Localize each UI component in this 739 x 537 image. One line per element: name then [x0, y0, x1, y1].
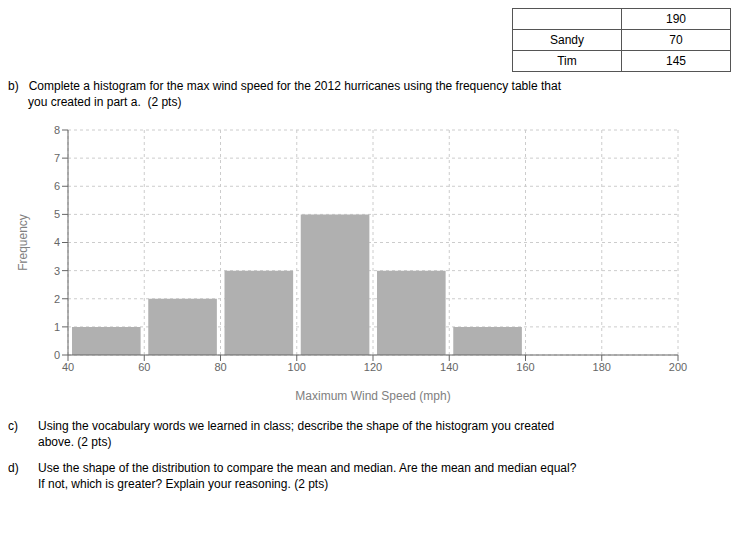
svg-text:2: 2 — [54, 293, 60, 305]
svg-text:Frequency: Frequency — [16, 214, 30, 271]
svg-text:180: 180 — [593, 361, 611, 373]
html-text:Sandy: Sandy — [550, 33, 584, 47]
html-text:you created in part a. (2 pts): you created in part a. (2 pts) — [8, 95, 182, 109]
html-text:Use the shape of the distribut: Use the shape of the distribution to com… — [38, 461, 577, 475]
svg-text:80: 80 — [214, 361, 226, 373]
svg-text:3: 3 — [54, 265, 60, 277]
svg-text:4: 4 — [54, 236, 60, 248]
svg-text:200: 200 — [669, 361, 687, 373]
html-text:Tim: Tim — [557, 54, 577, 68]
svg-text:5: 5 — [54, 208, 60, 220]
svg-text:40: 40 — [62, 361, 74, 373]
svg-text:60: 60 — [138, 361, 150, 373]
svg-text:1: 1 — [54, 321, 60, 333]
html-text:Using the vocabulary words we: Using the vocabulary words we learned in… — [38, 419, 555, 433]
svg-text:6: 6 — [54, 180, 60, 192]
html-text:145: 145 — [666, 54, 686, 68]
html-text:If not, which is greater? Expl: If not, which is greater? Explain your r… — [38, 477, 329, 491]
svg-text:160: 160 — [516, 361, 534, 373]
html-text:70: 70 — [669, 33, 683, 47]
svg-text:8: 8 — [54, 124, 60, 136]
svg-text:100: 100 — [288, 361, 306, 373]
svg-text:120: 120 — [364, 361, 382, 373]
html-text:b) Complete a histogram for th: b) Complete a histogram for the max wind… — [8, 79, 561, 93]
svg-text:0: 0 — [54, 349, 60, 361]
html-text:c): c) — [8, 419, 18, 433]
svg-text:7: 7 — [54, 152, 60, 164]
html-text:above. (2 pts): above. (2 pts) — [38, 435, 112, 449]
svg-text:Maximum Wind Speed (mph): Maximum Wind Speed (mph) — [295, 389, 450, 403]
html-text:190: 190 — [666, 12, 686, 26]
svg-text:140: 140 — [440, 361, 458, 373]
html-text:d): d) — [8, 461, 19, 475]
